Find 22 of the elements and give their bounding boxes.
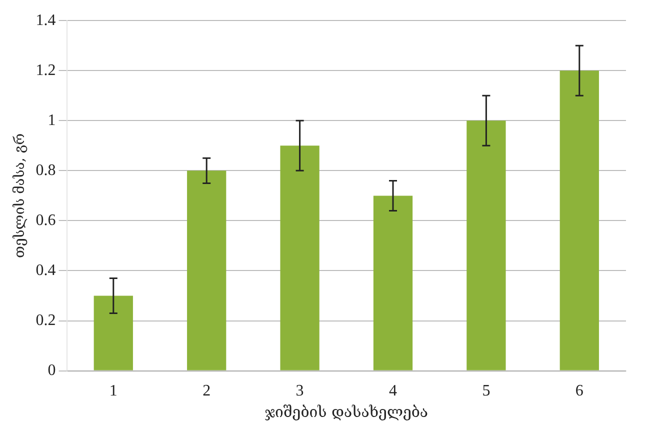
y-axis-title: თესლის მასა, გრ	[12, 133, 28, 258]
y-tick-label: 0.6	[36, 212, 56, 229]
y-tick-label: 0	[48, 362, 56, 380]
x-tick-label: 2	[202, 382, 211, 400]
y-tick-label: 1.4	[36, 12, 56, 29]
y-tick-label: 0.8	[36, 162, 56, 179]
bar	[187, 170, 226, 370]
y-tick-label: 0.2	[36, 312, 56, 329]
x-tick-label: 4	[389, 382, 397, 400]
x-tick-label: 6	[575, 382, 584, 400]
x-tick-label: 5	[482, 382, 490, 400]
bar	[466, 120, 506, 370]
bar	[560, 70, 599, 370]
y-tick-label: 0.4	[36, 262, 56, 279]
bar	[94, 296, 133, 370]
x-tick-label: 1	[109, 382, 118, 400]
x-tick-label: 3	[296, 382, 304, 400]
x-axis-title: ჯიშების დასახელება	[264, 402, 428, 421]
bar	[280, 146, 320, 370]
bar	[373, 196, 413, 370]
y-tick-label: 1.2	[36, 62, 56, 79]
y-tick-label: 1	[48, 112, 56, 129]
